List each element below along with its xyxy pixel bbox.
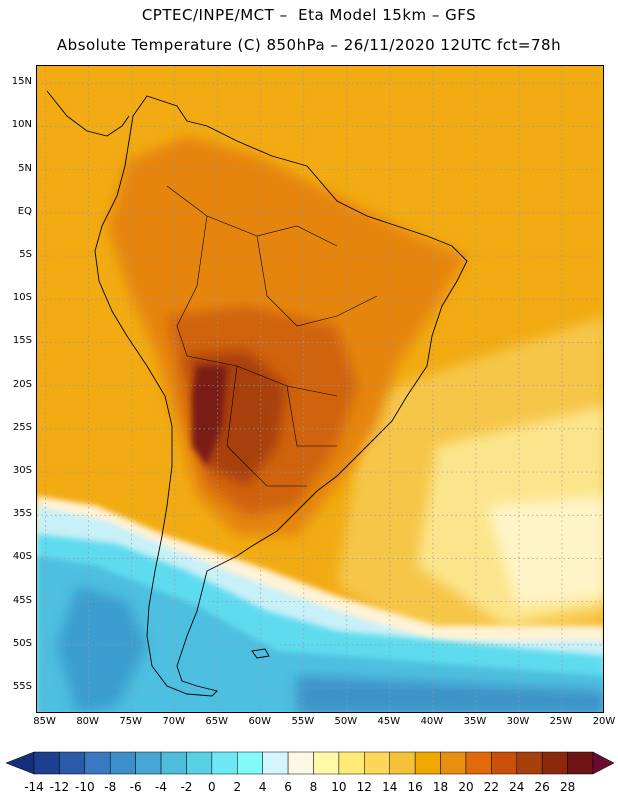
colorbar-swatch [389,751,416,775]
colorbar-tick-label: 8 [309,780,318,794]
colorbar-tick-label: -12 [49,780,70,794]
colorbar-swatch [516,751,543,775]
lon-tick-label: 40W [420,716,444,727]
central-america-coastline [46,90,130,137]
colorbar-tick-label: 24 [509,780,525,794]
colorbar-tick-label: -6 [129,780,142,794]
colorbar-tick-label: 14 [382,780,398,794]
lat-tick-label: 45S [12,594,32,606]
coastlines [46,90,468,697]
colorbar-tick-label: 4 [258,780,267,794]
lon-tick-label: 45W [377,716,401,727]
colorbar-swatch [414,751,441,775]
lat-tick-label: 25S [12,421,32,433]
colorbar-tick-label: 12 [356,780,372,794]
colorbar-swatch [59,751,86,775]
colorbar-swatch [186,751,213,775]
colorbar-swatch [33,751,60,775]
colorbar-swatch [440,751,467,775]
colorbar-swatch [287,751,314,775]
colorbar-high-arrow [592,751,615,775]
pale-atlantic-zone [487,496,603,606]
colorbar-swatch [237,751,263,775]
colorbar-tick-label: -4 [155,780,168,794]
lon-tick-label: 85W [33,716,56,727]
lon-tick-label: 60W [248,716,272,727]
lat-tick-label: 15S [12,335,32,347]
lat-tick-label: 55S [12,681,32,693]
colorbar-tick-label: 20 [458,780,474,794]
lat-tick-label: 10S [12,292,32,304]
colorbar-swatch [109,751,136,775]
colorbar-tick-label: -2 [180,780,193,794]
colorbar-tick-label: 18 [432,780,449,794]
lon-tick-label: 70W [162,716,185,727]
colorbar-swatch [84,751,111,775]
national-borders [166,185,378,487]
colorbar-swatch [262,751,289,775]
cold-southern-patch [297,676,603,712]
graticule [37,66,603,712]
lat-tick-label: 5N [18,162,32,174]
lon-tick-label: 30W [506,716,530,727]
lat-tick-label: 15N [11,76,32,88]
map-title-line2: Absolute Temperature (C) 850hPa – 26/11/… [56,36,562,54]
lon-tick-label: 35W [463,716,487,727]
colorbar-swatch [567,751,594,775]
lon-tick-label: 25W [549,716,573,727]
coldest-pacific-patch [57,586,147,712]
lat-tick-label: 5S [19,249,32,261]
colorbar-swatch [541,751,568,775]
colorbar-low-arrow [5,751,35,775]
colorbar-tick-label: 10 [331,780,347,794]
lon-tick-label: 80W [76,716,99,727]
colorbar-tick-label: 16 [407,780,423,794]
colorbar-swatch [364,751,390,775]
temperature-field [37,66,603,712]
lon-tick-label: 65W [205,716,229,727]
colder-band [37,556,603,712]
colorbar-tick-label: 28 [559,780,576,794]
temperature-map [36,65,604,713]
colorbar-tick-label: 26 [534,780,550,794]
lon-tick-label: 20W [592,716,616,727]
colorbar-swatch [491,751,518,775]
falkland-islands [251,648,270,659]
lat-tick-label: EQ [17,205,32,217]
lat-tick-label: 10N [11,119,32,131]
south-america-coastline [94,95,468,697]
lat-tick-label: 35S [12,508,32,520]
lon-tick-label: 55W [291,716,315,727]
lat-tick-label: 20S [12,378,32,390]
colorbar-swatch [313,751,340,775]
colorbar-swatch [211,751,238,775]
colorbar-swatch [160,751,187,775]
colorbar-tick-label: 2 [233,780,242,794]
colorbar-tick-label: -14 [24,780,44,794]
colorbar-tick-label: -10 [75,780,95,794]
colorbar-tick-label: 0 [208,780,216,794]
lon-tick-label: 75W [119,716,142,727]
lat-tick-label: 40S [12,551,32,563]
colorbar-tick-label: -8 [104,780,117,794]
colorbar-tick-label: 6 [284,780,292,794]
lat-tick-label: 50S [12,637,32,649]
lon-tick-label: 50W [334,716,358,727]
temperature-colorbar [5,751,615,775]
map-title-line1: CPTEC/INPE/MCT – Eta Model 15km – GFS [141,6,477,24]
colorbar-tick-label: 22 [483,780,499,794]
colorbar-swatch [135,751,162,775]
lat-tick-label: 30S [12,465,32,477]
colorbar-swatch [465,751,492,775]
hottest-zone [192,366,227,466]
colorbar-swatch [338,751,365,775]
